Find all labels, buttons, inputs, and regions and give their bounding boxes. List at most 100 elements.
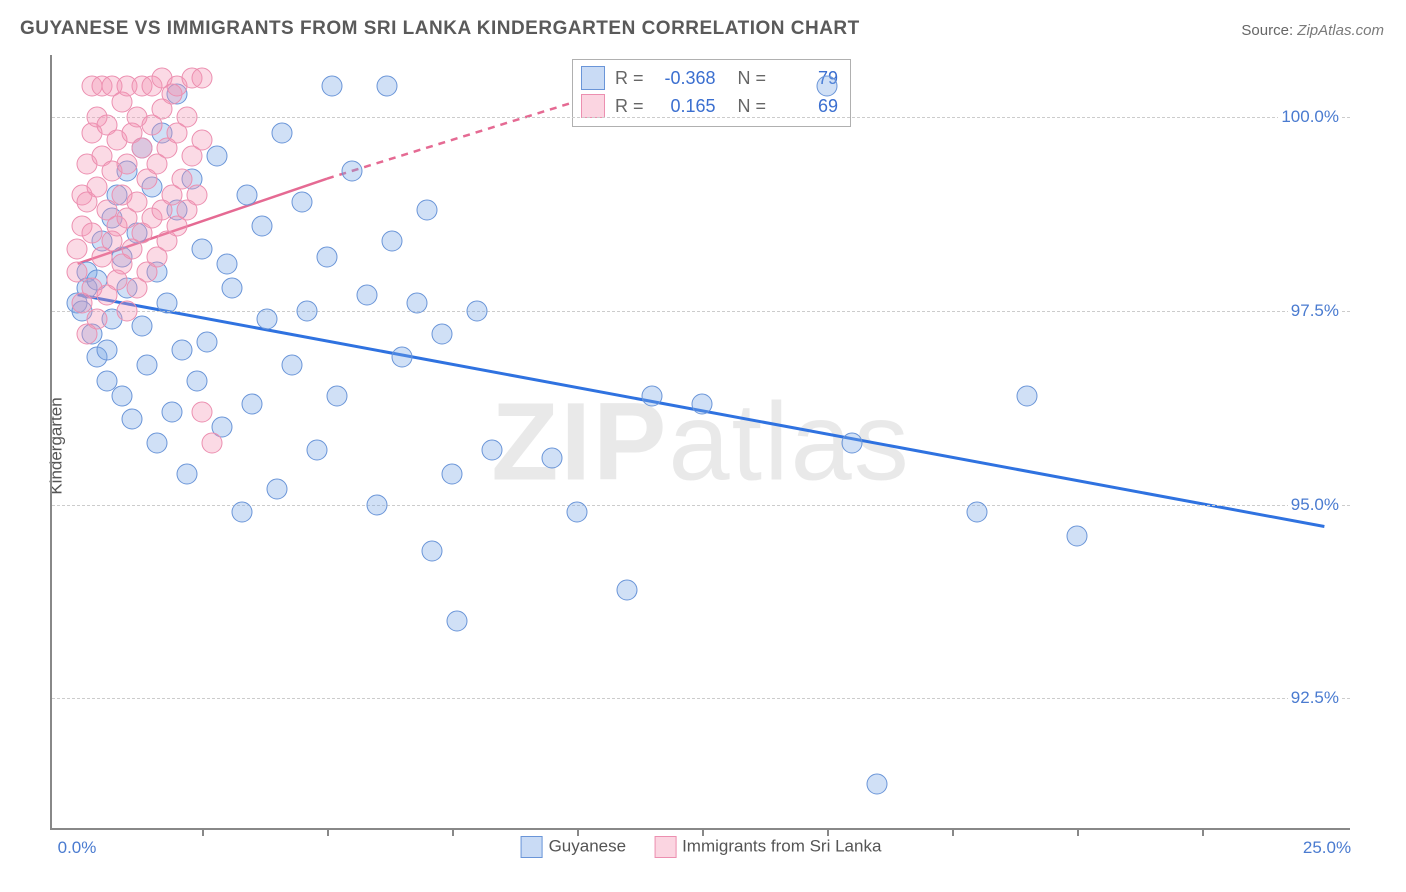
data-point (197, 331, 218, 352)
legend-label: Guyanese (549, 836, 627, 855)
data-point (192, 68, 213, 89)
data-point (187, 370, 208, 391)
data-point (842, 432, 863, 453)
y-tick-label: 95.0% (1288, 495, 1342, 515)
data-point (257, 308, 278, 329)
data-point (202, 432, 223, 453)
data-point (237, 184, 258, 205)
source-label: Source: (1241, 22, 1293, 39)
data-point (407, 293, 428, 314)
data-point (97, 339, 118, 360)
data-point (187, 184, 208, 205)
y-tick-label: 97.5% (1288, 301, 1342, 321)
data-point (1067, 525, 1088, 546)
x-tick (202, 828, 204, 836)
y-tick-label: 100.0% (1278, 107, 1342, 127)
data-point (567, 502, 588, 523)
stats-swatch (581, 66, 605, 90)
data-point (692, 393, 713, 414)
data-point (377, 76, 398, 97)
data-point (417, 200, 438, 221)
data-point (147, 432, 168, 453)
data-point (232, 502, 253, 523)
data-point (222, 277, 243, 298)
x-tick (827, 828, 829, 836)
data-point (122, 409, 143, 430)
stats-n-value: 69 (776, 96, 838, 117)
data-point (267, 479, 288, 500)
source-attribution: Source: ZipAtlas.com (1241, 22, 1384, 39)
stats-row: R =-0.368N =79 (581, 64, 838, 92)
x-tick-label: 25.0% (1303, 838, 1351, 858)
data-point (642, 386, 663, 407)
legend-label: Immigrants from Sri Lanka (682, 836, 881, 855)
data-point (307, 440, 328, 461)
stats-n-label: N = (738, 96, 767, 117)
stats-r-label: R = (615, 96, 644, 117)
data-point (272, 122, 293, 143)
data-point (542, 448, 563, 469)
data-point (422, 541, 443, 562)
trend-lines-layer (52, 55, 1350, 828)
data-point (282, 355, 303, 376)
stats-n-label: N = (738, 68, 767, 89)
x-tick (577, 828, 579, 836)
data-point (112, 386, 133, 407)
x-tick (702, 828, 704, 836)
data-point (192, 130, 213, 151)
data-point (252, 215, 273, 236)
data-point (292, 192, 313, 213)
x-tick (952, 828, 954, 836)
data-point (117, 153, 138, 174)
data-point (87, 176, 108, 197)
legend-swatch (521, 836, 543, 858)
data-point (447, 610, 468, 631)
data-point (357, 285, 378, 306)
data-point (317, 246, 338, 267)
stats-r-value: -0.368 (654, 68, 716, 89)
data-point (87, 308, 108, 329)
legend-swatch (654, 836, 676, 858)
data-point (432, 324, 453, 345)
data-point (217, 254, 238, 275)
data-point (467, 300, 488, 321)
x-tick (327, 828, 329, 836)
data-point (367, 494, 388, 515)
data-point (157, 293, 178, 314)
x-tick (452, 828, 454, 836)
data-point (117, 300, 138, 321)
stats-swatch (581, 94, 605, 118)
data-point (442, 463, 463, 484)
data-point (1017, 386, 1038, 407)
data-point (382, 231, 403, 252)
data-point (162, 401, 183, 422)
data-point (177, 107, 198, 128)
x-tick-label: 0.0% (58, 838, 97, 858)
data-point (192, 238, 213, 259)
data-point (132, 316, 153, 337)
data-point (242, 393, 263, 414)
source-value: ZipAtlas.com (1297, 22, 1384, 39)
data-point (192, 401, 213, 422)
data-point (322, 76, 343, 97)
legend-item: Immigrants from Sri Lanka (654, 836, 881, 858)
data-point (342, 161, 363, 182)
gridline (52, 698, 1350, 699)
chart-title: GUYANESE VS IMMIGRANTS FROM SRI LANKA KI… (20, 18, 860, 40)
stats-row: R = 0.165 N = 69 (581, 92, 838, 120)
legend-item: Guyanese (521, 836, 627, 858)
data-point (327, 386, 348, 407)
data-point (137, 355, 158, 376)
y-tick-label: 92.5% (1288, 688, 1342, 708)
stats-r-value: 0.165 (654, 96, 716, 117)
series-legend: Guyanese Immigrants from Sri Lanka (521, 836, 882, 858)
data-point (967, 502, 988, 523)
data-point (482, 440, 503, 461)
data-point (867, 773, 888, 794)
data-point (617, 579, 638, 600)
gridline (52, 117, 1350, 118)
data-point (177, 463, 198, 484)
gridline (52, 311, 1350, 312)
data-point (67, 238, 88, 259)
x-tick (1202, 828, 1204, 836)
